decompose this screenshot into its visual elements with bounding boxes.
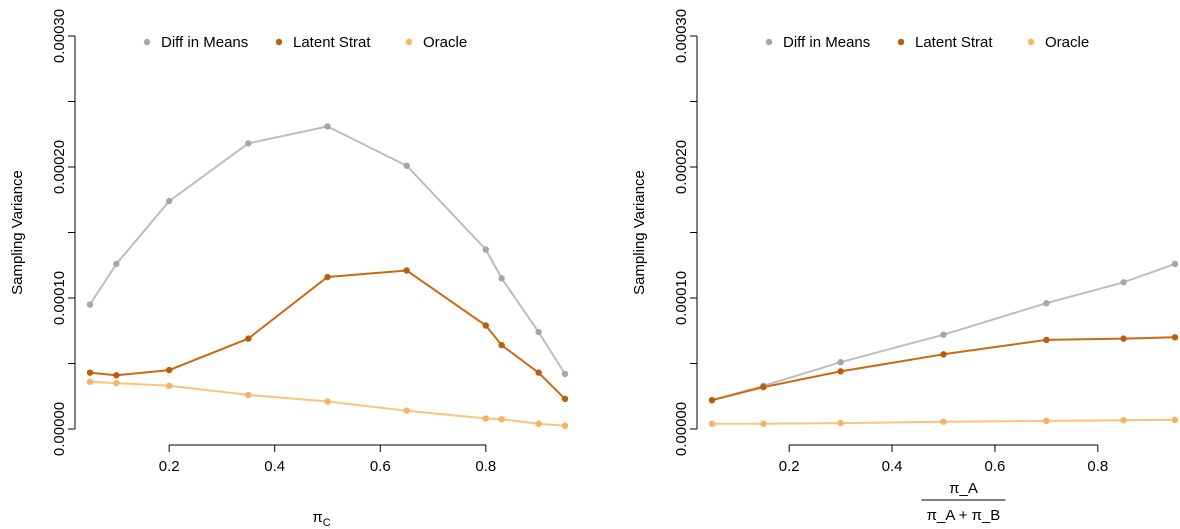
data-point-diff-in-means [165, 197, 173, 205]
x-axis-subscript: C [323, 517, 331, 529]
x-tick-label: 0.4 [882, 458, 903, 475]
y-axis-title: Sampling Variance [9, 170, 26, 295]
data-point-latent-strat [113, 372, 120, 379]
legend-label: Oracle [1045, 34, 1089, 51]
data-point-diff-in-means [403, 162, 410, 169]
data-point-oracle [1171, 416, 1179, 424]
data-point-oracle [403, 407, 410, 414]
legend-marker-diff-in-means [765, 38, 773, 46]
data-point-oracle [1120, 417, 1127, 424]
y-tick-label: 0.00030 [673, 9, 690, 63]
y-tick-label: 0.00010 [673, 271, 690, 325]
data-point-diff-in-means [86, 301, 94, 308]
data-point-latent-strat [535, 369, 542, 376]
data-point-latent-strat [1043, 336, 1050, 344]
legend-marker-diff-in-means [143, 38, 151, 46]
legend-marker-oracle [405, 38, 413, 46]
series-line-latent-strat [89, 269, 566, 400]
data-point-oracle [708, 420, 716, 427]
data-point-diff-in-means [324, 123, 331, 130]
x-tick-label: 0.6 [370, 458, 391, 475]
legend: Diff in Means Latent Strat Oracle [765, 34, 1089, 51]
x-tick-label: 0.8 [475, 458, 496, 475]
x-tick-label: 0.8 [1087, 458, 1108, 475]
legend-label: Latent Strat [293, 34, 371, 51]
chart-panel-1: 0.00000 0.00010 0.00020 0.00030 0.2 0.4 0.6 0.8… [9, 9, 569, 529]
x-tick-label: 0.6 [985, 458, 1006, 475]
x-tick-label: 0.2 [159, 458, 180, 475]
legend-label: Latent Strat [915, 34, 993, 51]
legend-label: Diff in Means [783, 34, 870, 51]
data-point-latent-strat [1171, 334, 1179, 341]
data-point-latent-strat [760, 383, 767, 391]
x-tick-label: 0.2 [779, 458, 800, 475]
legend: Diff in Means Latent Strat Oracle [143, 34, 467, 51]
data-point-latent-strat [837, 368, 844, 375]
y-tick-label: 0.00030 [51, 9, 68, 63]
data-point-oracle [113, 379, 120, 387]
data-point-diff-in-means [498, 275, 505, 282]
data-point-diff-in-means [1171, 260, 1179, 268]
data-point-oracle [1043, 417, 1050, 425]
legend-marker-oracle [1027, 38, 1035, 46]
y-tick-label: 0.00010 [51, 271, 68, 325]
y-tick-label: 0.00000 [51, 402, 68, 456]
data-point-oracle [561, 422, 569, 429]
series-line-latent-strat [711, 336, 1176, 402]
data-point-diff-in-means [245, 140, 252, 147]
data-point-diff-in-means [535, 328, 542, 336]
data-point-diff-in-means [113, 260, 120, 268]
data-point-latent-strat [324, 273, 331, 281]
data-point-diff-in-means [561, 370, 569, 378]
data-point-oracle [482, 415, 490, 422]
data-point-diff-in-means [1120, 279, 1127, 286]
data-point-latent-strat [403, 267, 410, 274]
legend-marker-latent-strat [897, 38, 905, 46]
data-point-latent-strat [482, 322, 490, 329]
data-point-latent-strat [86, 369, 94, 376]
data-point-latent-strat [165, 366, 173, 374]
data-point-oracle [165, 382, 173, 389]
data-point-latent-strat [245, 335, 252, 342]
data-point-oracle [940, 418, 947, 425]
data-point-latent-strat [708, 396, 716, 404]
data-point-oracle [760, 420, 767, 427]
y-tick-label: 0.00020 [51, 140, 68, 194]
series-line-oracle [89, 380, 566, 427]
legend-marker-latent-strat [275, 38, 283, 46]
x-axis-title-numerator: π_A [949, 480, 978, 497]
data-point-diff-in-means [837, 358, 844, 366]
series-line-diff-in-means [89, 125, 566, 375]
chart-panel-2: 0.00000 0.00010 0.00020 0.00030 0.2 0.4 0.6 0.8… [631, 9, 1179, 524]
data-point-latent-strat [940, 351, 947, 358]
data-point-oracle [837, 419, 844, 427]
data-point-oracle [535, 420, 542, 427]
data-point-diff-in-means [940, 331, 947, 338]
data-point-oracle [245, 391, 252, 399]
legend-label: Diff in Means [161, 34, 248, 51]
data-point-oracle [498, 415, 505, 423]
x-axis-title: πC [312, 509, 330, 529]
x-tick-label: 0.4 [264, 458, 285, 475]
y-tick-label: 0.00000 [673, 402, 690, 456]
x-axis-symbol: π [312, 509, 322, 526]
y-axis-title: Sampling Variance [631, 170, 648, 295]
data-point-diff-in-means [482, 246, 490, 253]
data-point-oracle [324, 398, 331, 405]
data-point-latent-strat [498, 341, 505, 349]
data-point-latent-strat [1120, 335, 1127, 342]
data-point-oracle [86, 378, 94, 386]
x-axis-title-denominator: π_A + π_B [927, 507, 1001, 524]
y-tick-label: 0.00020 [673, 140, 690, 194]
data-point-diff-in-means [1043, 300, 1050, 307]
legend-label: Oracle [423, 34, 467, 51]
data-point-latent-strat [561, 395, 569, 403]
